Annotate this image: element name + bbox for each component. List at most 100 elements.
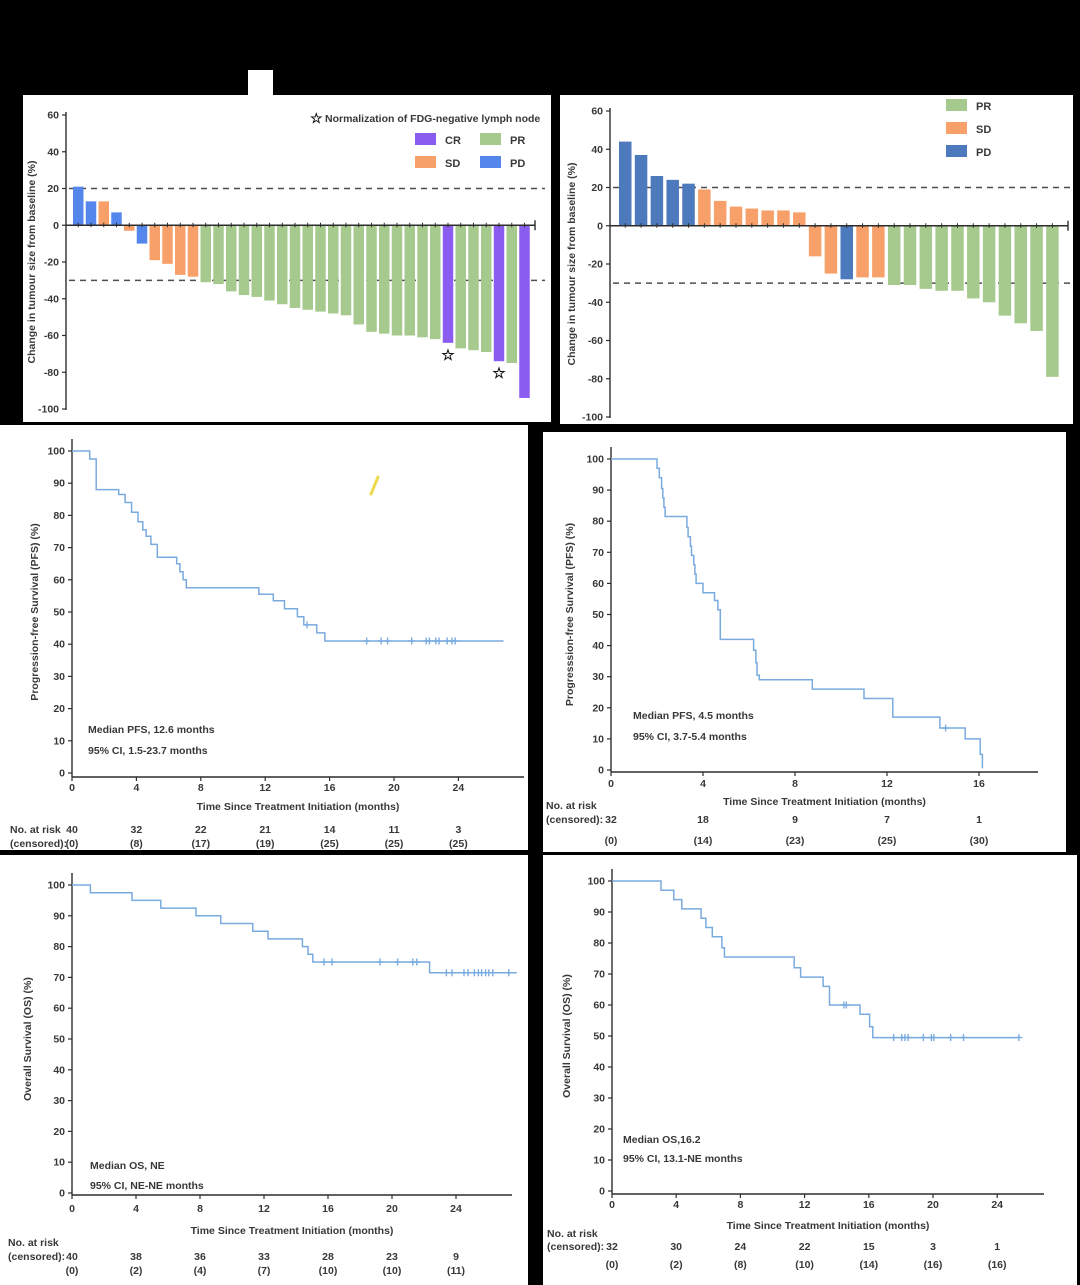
bar-sd (698, 189, 711, 226)
risk-table-label: No. at risk (8, 1237, 59, 1249)
censored-value: (10) (383, 1265, 402, 1277)
y-tick-label: 10 (53, 1157, 65, 1169)
bar-sd (162, 225, 173, 264)
censored-value: (2) (130, 1265, 143, 1277)
x-tick-label: 4 (700, 778, 706, 790)
y-tick-label: 40 (47, 146, 59, 158)
censored-value: (0) (66, 838, 79, 850)
y-tick-label: 30 (592, 671, 604, 683)
bar-pr (302, 225, 313, 310)
bar-pr (481, 225, 492, 353)
bar-pr (1014, 225, 1027, 324)
os-left-chart: 0 10 20 30 40 50 60 70 80 90 100 0 4 8 12 16 20 24 Overall… (8, 873, 517, 1277)
y-tick-label: 70 (593, 969, 605, 981)
censor-marks (942, 724, 950, 732)
x-tick-label: 16 (322, 1203, 334, 1215)
panel-pfs-left: 0 10 20 30 40 50 60 70 80 90 100 0 4 8 12 16 20 24 Progres… (0, 425, 528, 850)
censored-value: (8) (734, 1259, 747, 1271)
annotation-line: 95% CI, 1.5-23.7 months (88, 745, 208, 757)
legend-label-pd: PD (510, 158, 525, 170)
bar-pr (289, 225, 301, 308)
y-tick-label: 60 (591, 106, 603, 118)
legend-label-pr: PR (976, 101, 991, 113)
os-right-chart: 0 10 20 30 40 50 60 70 80 90 100 0 4 8 12 16 20 24 Overall… (547, 869, 1044, 1271)
panel-pfs-right: 0 10 20 30 40 50 60 70 80 90 100 0 4 8 12 16 Progresssio… (543, 432, 1066, 852)
censored-value: (16) (988, 1259, 1007, 1271)
risk-value: 24 (735, 1241, 747, 1253)
y-tick-label: 30 (593, 1093, 605, 1105)
y-axis-label: Change in tumour size from baseline (%) (26, 160, 38, 363)
bar-pr (1046, 225, 1059, 377)
y-tick-label: 10 (53, 735, 65, 747)
risk-value: 36 (194, 1251, 206, 1263)
y-tick-label: 90 (592, 485, 604, 497)
censored-value: (23) (786, 835, 805, 847)
risk-value: 40 (66, 824, 78, 836)
legend-swatch-sd (415, 156, 436, 168)
y-tick-label: 0 (59, 768, 65, 780)
y-tick-label: 30 (53, 671, 65, 683)
x-tick-label: 0 (69, 782, 75, 794)
legend-label-pr: PR (510, 135, 525, 147)
annotation-line: Median OS,16.2 (623, 1134, 701, 1146)
x-tick-label: 0 (608, 778, 614, 790)
y-tick-label: 20 (47, 183, 59, 195)
bar-pr (887, 225, 901, 286)
x-tick-label: 24 (450, 1203, 462, 1215)
censored-value: (2) (670, 1259, 683, 1271)
bar-pr (277, 225, 288, 305)
y-tick-label: 90 (593, 907, 605, 919)
bar-pr (417, 225, 428, 338)
y-tick-label: 20 (593, 1124, 605, 1136)
bar-pr (951, 225, 964, 291)
risk-value: 33 (258, 1251, 270, 1263)
bar-sd (729, 206, 743, 226)
x-tick-label: 20 (388, 782, 400, 794)
bar-pr (379, 225, 390, 334)
risk-value: 32 (131, 824, 143, 836)
x-axis-label: Time Since Treatment Initiation (months) (191, 1225, 394, 1237)
censored-value: (8) (130, 838, 143, 850)
x-tick-label: 20 (927, 1199, 939, 1211)
risk-value: 9 (453, 1251, 459, 1263)
censored-value: (10) (795, 1259, 814, 1271)
bar-pr (967, 225, 980, 299)
x-tick-label: 0 (69, 1203, 75, 1215)
risk-table-label: (censored): (10, 838, 67, 850)
y-tick-label: -100 (582, 412, 603, 424)
y-tick-label: 80 (592, 516, 604, 528)
y-tick-label: 80 (53, 510, 65, 522)
legend-swatch-sd (946, 122, 967, 134)
bars (619, 141, 1059, 377)
bar-pr (468, 225, 479, 351)
censored-value: (14) (859, 1259, 878, 1271)
x-tick-label: 20 (386, 1203, 398, 1215)
bar-pr (340, 225, 352, 316)
x-tick-label: 24 (453, 782, 465, 794)
pfs-left-chart: 0 10 20 30 40 50 60 70 80 90 100 0 4 8 12 16 20 24 Progres… (10, 439, 524, 850)
bar-sd (777, 210, 790, 226)
y-tick-label: 90 (53, 910, 65, 922)
page-tab-artifact (248, 70, 273, 97)
censored-value: (0) (66, 1265, 79, 1277)
bar-pr (430, 225, 441, 340)
waterfall-left-chart: 60 40 20 0 -20 -40 -60 -80 -100 Change in tumour … (26, 110, 545, 416)
y-tick-label: 60 (53, 1003, 65, 1015)
censored-value: (25) (449, 838, 468, 850)
risk-table-label: No. at risk (547, 1228, 598, 1240)
censored-value: (4) (194, 1265, 207, 1277)
y-tick-label: 100 (47, 880, 65, 892)
x-axis-label: Time Since Treatment Initiation (months) (197, 801, 400, 813)
risk-value: 21 (259, 824, 271, 836)
risk-value: 23 (386, 1251, 398, 1263)
x-tick-label: 12 (259, 782, 271, 794)
bar-pr (200, 225, 211, 283)
bar-sd (187, 225, 199, 277)
star-icon: ☆ (492, 365, 506, 382)
bar-sd (761, 210, 774, 226)
y-tick-label: 50 (53, 607, 65, 619)
star-icon: ☆ (310, 110, 323, 126)
risk-value: 18 (697, 814, 709, 826)
y-tick-label: -80 (588, 373, 603, 385)
